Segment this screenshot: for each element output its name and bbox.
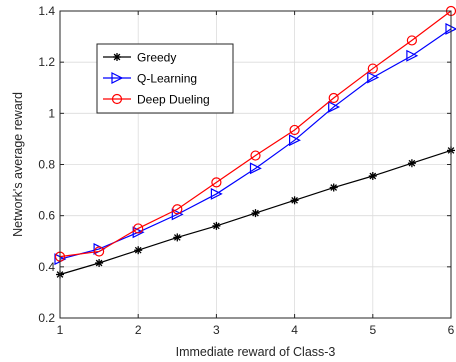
legend-label-deep-dueling: Deep Dueling — [137, 93, 210, 107]
legend-label-greedy: Greedy — [137, 51, 176, 65]
data-point-greedy-8 — [368, 172, 377, 181]
legend-marker-q-learning — [111, 72, 124, 84]
data-point-q-learning-9 — [406, 49, 419, 62]
x-tick-label-4: 5 — [369, 323, 376, 337]
legend-box — [96, 43, 234, 114]
y-tick-label-0: 0.2 — [38, 311, 55, 325]
data-point-greedy-9 — [407, 159, 416, 168]
data-point-deep-dueling-5 — [250, 150, 261, 161]
data-point-q-learning-4 — [210, 187, 223, 200]
x-tick-label-1: 2 — [135, 323, 142, 337]
data-point-deep-dueling-2 — [133, 223, 144, 234]
data-point-greedy-2 — [134, 246, 143, 255]
legend-entry-q-learning: Q-Learning — [103, 72, 197, 86]
x-tick-label-2: 3 — [213, 323, 220, 337]
x-tick-label-0: 1 — [57, 323, 64, 337]
data-point-greedy-7 — [329, 183, 338, 192]
data-point-deep-dueling-9 — [406, 35, 417, 46]
data-point-greedy-3 — [173, 233, 182, 242]
data-point-deep-dueling-4 — [211, 177, 222, 188]
data-point-q-learning-2 — [132, 226, 145, 239]
y-tick-label-5: 1.2 — [38, 55, 55, 69]
data-point-q-learning-3 — [171, 208, 184, 221]
legend-marker-deep-dueling — [111, 93, 123, 105]
y-tick-label-1: 0.4 — [38, 260, 55, 274]
data-point-greedy-4 — [212, 221, 221, 230]
x-axis-label: Immediate reward of Class-3 — [176, 345, 336, 359]
legend-label-q-learning: Q-Learning — [137, 72, 197, 86]
data-point-q-learning-5 — [249, 162, 262, 175]
legend: Greedy Q-Learning Deep Dueling — [96, 43, 234, 114]
data-point-deep-dueling-6 — [289, 124, 300, 136]
x-tick-label-5: 6 — [448, 323, 455, 337]
series-greedy — [56, 146, 455, 279]
data-point-q-learning-6 — [289, 134, 301, 147]
data-point-deep-dueling-1 — [93, 246, 105, 257]
data-point-deep-dueling-7 — [328, 92, 339, 104]
axis-ticks: 1 2 3 4 5 6 0.2 0.4 0.6 0.8 1 1.2 1.4 — [38, 4, 454, 337]
legend-entry-greedy: Greedy — [103, 51, 176, 65]
legend-marker-greedy — [113, 53, 121, 61]
series-line-deep-dueling — [59, 10, 452, 258]
y-tick-label-6: 1.4 — [38, 4, 55, 18]
legend-entry-deep-dueling: Deep Dueling — [103, 93, 210, 107]
data-point-greedy-6 — [290, 196, 299, 205]
y-tick-label-4: 1 — [48, 106, 55, 120]
data-point-deep-dueling-3 — [172, 204, 183, 215]
data-point-greedy-5 — [251, 209, 260, 218]
x-tick-label-3: 4 — [291, 323, 298, 337]
y-tick-label-3: 0.8 — [38, 158, 55, 172]
data-point-q-learning-8 — [367, 71, 380, 84]
data-point-q-learning-7 — [328, 100, 341, 113]
y-tick-label-2: 0.6 — [38, 209, 55, 223]
data-point-greedy-1 — [95, 258, 104, 267]
y-axis-label: Network's average reward — [11, 92, 25, 237]
series-line-q-learning — [59, 28, 452, 260]
data-point-deep-dueling-8 — [367, 63, 378, 74]
series-layer — [54, 5, 456, 279]
